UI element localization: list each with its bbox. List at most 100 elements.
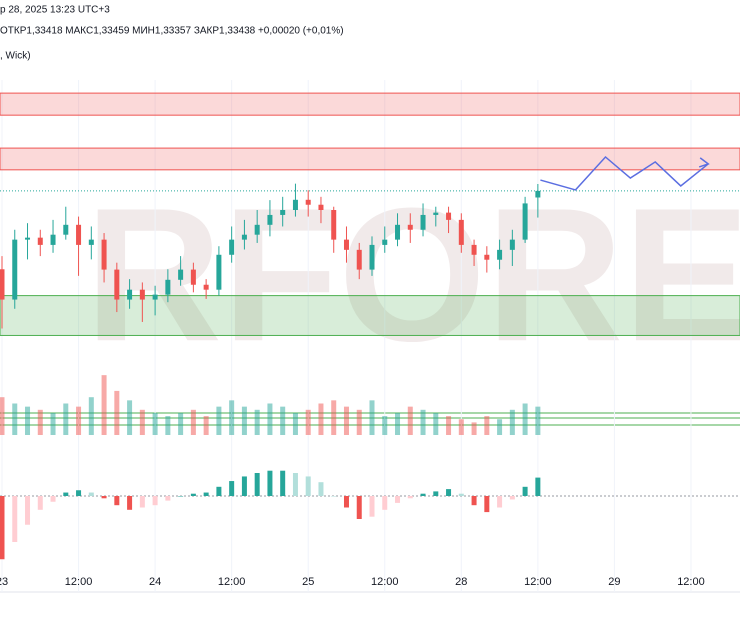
candle-body: [101, 239, 107, 270]
histogram-bar: [50, 496, 56, 502]
histogram-bar: [395, 496, 401, 503]
volume-bar: [254, 409, 260, 435]
volume-bar: [318, 403, 324, 435]
candle-body: [152, 294, 158, 300]
header-ohlc: ОТКР1,33418 МАКС1,33459 МИН1,33357 ЗАКР1…: [0, 26, 344, 37]
volume-bar: [229, 400, 235, 435]
histogram-bar: [433, 491, 439, 496]
x-tick-label: 12:00: [218, 576, 246, 588]
candle-body: [433, 212, 439, 215]
histogram-bar: [305, 476, 311, 496]
candle-body: [127, 289, 133, 300]
histogram-bar: [318, 482, 324, 496]
candle-body: [535, 190, 541, 198]
candle-body: [356, 249, 362, 270]
candle-body: [50, 234, 56, 245]
candle-body: [216, 254, 222, 290]
volume-bar: [331, 400, 337, 435]
histogram-bar: [267, 470, 273, 496]
x-tick-label: 29: [608, 576, 620, 588]
volume-bar: [216, 406, 222, 435]
volume-bar: [101, 375, 107, 435]
volume-bar: [382, 416, 388, 435]
volume-bar: [152, 412, 158, 435]
candle-body: [458, 219, 464, 245]
volume-bar: [420, 409, 426, 435]
candle-body: [267, 214, 273, 225]
x-tick-label: 28: [455, 576, 467, 588]
candle-body: [292, 199, 298, 210]
candle-body: [76, 224, 82, 245]
histogram-bar: [407, 496, 413, 499]
volume-bar: [63, 403, 69, 435]
volume-bar: [369, 400, 375, 435]
projection-path: [540, 155, 709, 191]
volume-bar: [395, 412, 401, 435]
histogram-bar: [76, 490, 82, 496]
candle-body: [471, 244, 477, 255]
histogram-bar: [63, 492, 69, 496]
candle-body: [63, 224, 69, 235]
histogram-bar: [152, 496, 158, 506]
volume-bar: [446, 416, 452, 435]
candle-body: [0, 269, 5, 300]
volume-bar: [50, 412, 56, 435]
volume-bar: [497, 419, 503, 435]
candle-body: [318, 204, 324, 210]
candle-body: [509, 239, 515, 250]
histogram-bar: [127, 496, 133, 510]
candle-body: [305, 199, 311, 205]
histogram-bar: [331, 496, 337, 497]
histogram-bar: [178, 496, 184, 497]
candle-body: [25, 237, 31, 240]
volume-bar: [522, 403, 528, 435]
volume-bar: [127, 400, 133, 435]
histogram-bar: [458, 493, 464, 496]
candle-body: [420, 214, 426, 230]
volume-bar: [241, 406, 247, 435]
volume-bar: [509, 409, 515, 435]
candle-body: [165, 279, 171, 295]
volume-bar: [76, 406, 82, 435]
candle-body: [280, 210, 286, 215]
histogram-bar: [535, 477, 541, 496]
volume-bar: [407, 406, 413, 435]
volume-bar: [88, 397, 94, 435]
volume-bar: [203, 416, 209, 435]
candle-body: [497, 249, 503, 260]
histogram-bar: [497, 496, 503, 508]
candle-body: [395, 224, 401, 240]
volume-bar: [484, 416, 490, 435]
candle-body: [139, 289, 145, 300]
histogram-bar: [420, 493, 426, 496]
histogram-bar: [254, 473, 260, 496]
volume-bar: [0, 397, 5, 435]
histogram-bar: [369, 496, 375, 517]
header-date: р 28, 2025 13:23 UTC+3: [0, 5, 110, 16]
volume-bar: [25, 406, 31, 435]
histogram-bar: [292, 473, 298, 496]
histogram-bar: [446, 489, 452, 496]
volume-bar: [458, 419, 464, 435]
zone: [0, 295, 740, 336]
volume-bar: [139, 409, 145, 435]
x-tick-label: 12:00: [677, 576, 705, 588]
volume-bar: [178, 412, 184, 435]
x-tick-label: 25: [302, 576, 314, 588]
histogram-bar: [484, 496, 490, 513]
volume-bar: [292, 412, 298, 435]
histogram-bar: [114, 496, 120, 506]
candle-body: [88, 239, 94, 245]
histogram-bar: [216, 486, 222, 496]
histogram-bar: [88, 492, 94, 496]
candle-body: [331, 210, 337, 240]
histogram-bar: [509, 496, 515, 500]
candle-body: [229, 239, 235, 255]
histogram-bar: [343, 496, 349, 508]
volume-bar: [114, 390, 120, 435]
candle-body: [382, 239, 388, 245]
candle-body: [203, 284, 209, 290]
histogram-bar: [382, 496, 388, 510]
histogram-bar: [101, 496, 107, 499]
